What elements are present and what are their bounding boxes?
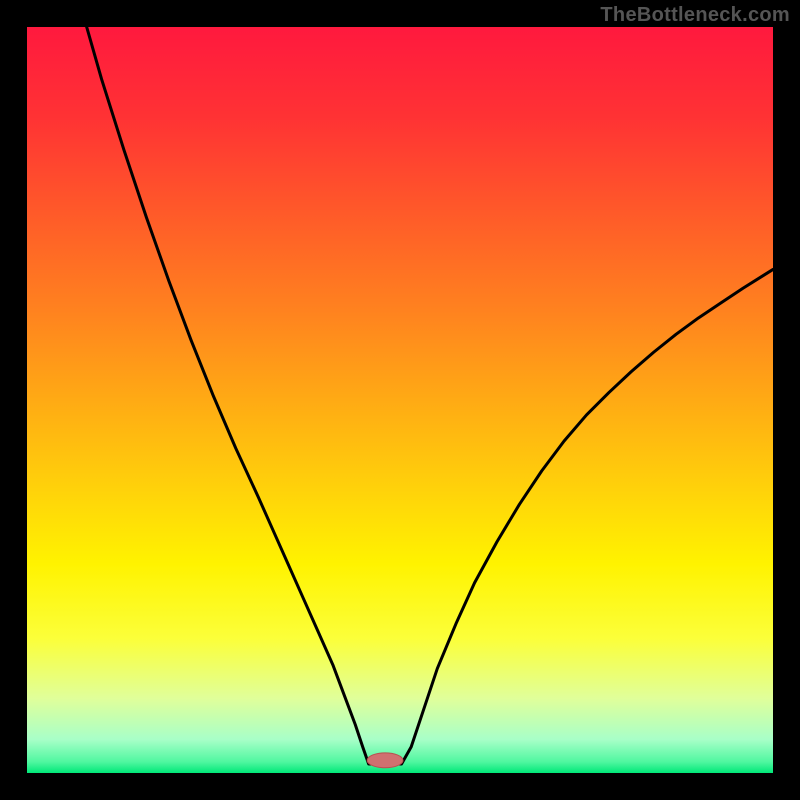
- watermark-label: TheBottleneck.com: [600, 4, 790, 27]
- optimal-marker: [367, 753, 403, 768]
- plot-gradient-background: [27, 27, 773, 773]
- bottleneck-chart: [0, 0, 800, 800]
